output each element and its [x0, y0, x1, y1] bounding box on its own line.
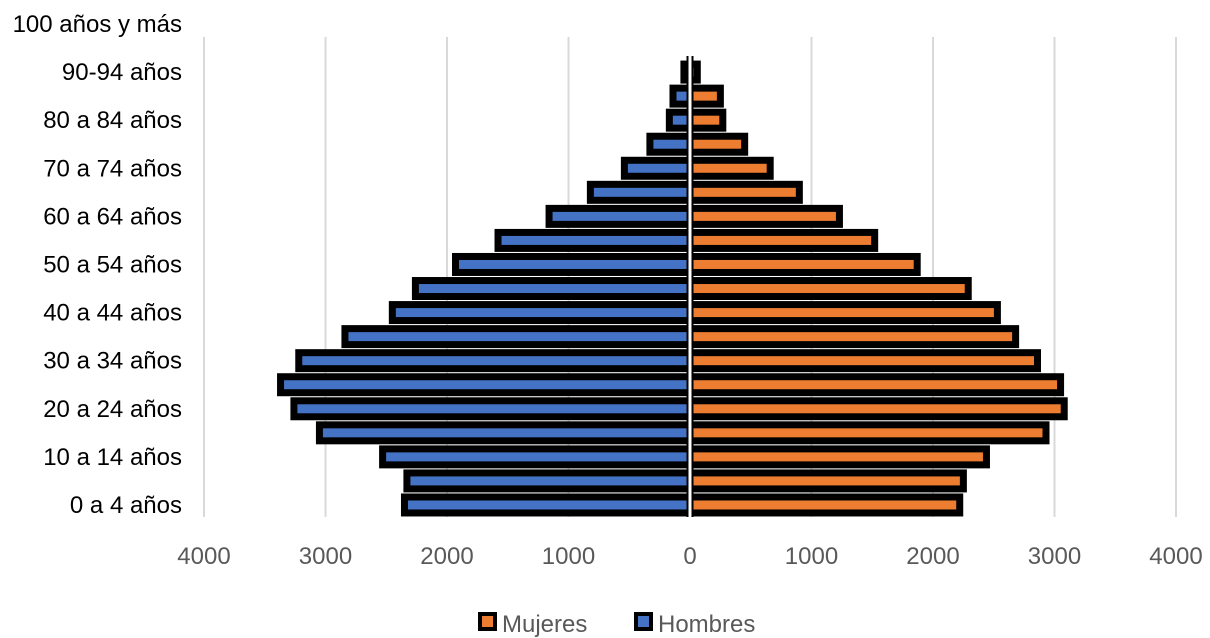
x-tick-label-3000: 3000 — [1028, 543, 1081, 570]
bar-mujeres-45-a-49-a-os — [686, 277, 972, 301]
bar-hombres-75-a-79-a-os — [646, 132, 694, 156]
category-label-10-a-14-a-os: 10 a 14 años — [43, 444, 182, 471]
bars — [277, 60, 1068, 517]
x-tick-label-m4000: 4000 — [177, 543, 230, 570]
legend-swatch-mujeres — [478, 612, 497, 631]
category-label-70-a-74-a-os: 70 a 74 años — [43, 155, 182, 182]
x-tick-label-m3000: 3000 — [299, 543, 352, 570]
bar-hombres-60-a-64-a-os — [545, 204, 694, 228]
category-label-0-a-4-a-os: 0 a 4 años — [70, 492, 182, 519]
x-tick-label-4000: 4000 — [1149, 543, 1202, 570]
x-tick-label-2000: 2000 — [906, 543, 959, 570]
x-tick-label-m2000: 2000 — [420, 543, 473, 570]
bar-mujeres-30-a-34-a-os — [686, 349, 1041, 373]
bar-mujeres-55-a-59-a-os — [686, 228, 879, 252]
category-label-100-a-os-y-m-s: 100 años y más — [13, 11, 182, 38]
legend-label-mujeres: Mujeres — [502, 611, 587, 638]
category-labels: 0 a 4 años 10 a 14 años 20 a 24 años 30 a 3… — [13, 11, 182, 519]
category-label-80-a-84-a-os: 80 a 84 años — [43, 107, 182, 134]
category-label-20-a-24-a-os: 20 a 24 años — [43, 396, 182, 423]
category-label-90-94-a-os: 90-94 años — [62, 59, 182, 86]
bar-hombres-40-a-44-a-os — [388, 301, 694, 325]
bar-mujeres-25-a-29-a-os — [686, 373, 1065, 397]
legend-label-hombres: Hombres — [658, 611, 755, 638]
x-tick-label-m1000: 1000 — [542, 543, 595, 570]
legend-swatch-hombres — [634, 612, 653, 631]
bar-hombres-20-a-24-a-os — [290, 397, 694, 421]
bar-hombres-0-a-4-a-os — [400, 493, 694, 517]
bar-mujeres-40-a-44-a-os — [686, 301, 1001, 325]
bar-hombres-45-a-49-a-os — [411, 277, 694, 301]
category-label-30-a-34-a-os: 30 a 34 años — [43, 348, 182, 375]
bar-hombres-50-a-54-a-os — [452, 252, 694, 276]
legend: Mujeres Hombres — [478, 611, 755, 638]
bar-hombres-30-a-34-a-os — [295, 349, 694, 373]
bar-mujeres-20-a-24-a-os — [686, 397, 1068, 421]
bar-hombres-15-a-19-a-os — [315, 421, 694, 445]
bar-hombres-25-a-29-a-os — [277, 373, 694, 397]
bar-hombres-5-a-9-a-os — [403, 469, 694, 493]
bar-mujeres-35-a-39-a-os — [686, 325, 1020, 349]
gridlines — [203, 37, 1177, 517]
bar-mujeres-50-a-54-a-os — [686, 252, 921, 276]
bar-mujeres-85-a-89-a-os — [686, 84, 724, 108]
bar-mujeres-75-a-79-a-os — [686, 132, 749, 156]
bar-mujeres-10-a-14-a-os — [686, 445, 990, 469]
bar-hombres-70-a-74-a-os — [620, 156, 694, 180]
bar-hombres-55-a-59-a-os — [494, 228, 694, 252]
bar-hombres-65-a-69-a-os — [586, 180, 694, 204]
bar-mujeres-80-a-84-a-os — [686, 108, 727, 132]
bar-mujeres-65-a-69-a-os — [686, 180, 803, 204]
bar-mujeres-0-a-4-a-os — [686, 493, 964, 517]
x-tick-label-1000: 1000 — [785, 543, 838, 570]
category-label-50-a-54-a-os: 50 a 54 años — [43, 251, 182, 278]
x-axis-tick-labels: 4000 3000 2000 1000 0 1000 2000 3000 4000 — [177, 543, 1202, 570]
category-label-40-a-44-a-os: 40 a 44 años — [43, 300, 182, 327]
bar-hombres-10-a-14-a-os — [379, 445, 694, 469]
bar-mujeres-5-a-9-a-os — [686, 469, 967, 493]
bar-mujeres-15-a-19-a-os — [686, 421, 1050, 445]
bar-hombres-35-a-39-a-os — [341, 325, 694, 349]
x-tick-label-0: 0 — [683, 543, 696, 570]
category-label-60-a-64-a-os: 60 a 64 años — [43, 203, 182, 230]
bar-mujeres-60-a-64-a-os — [686, 204, 843, 228]
bar-mujeres-70-a-74-a-os — [686, 156, 774, 180]
